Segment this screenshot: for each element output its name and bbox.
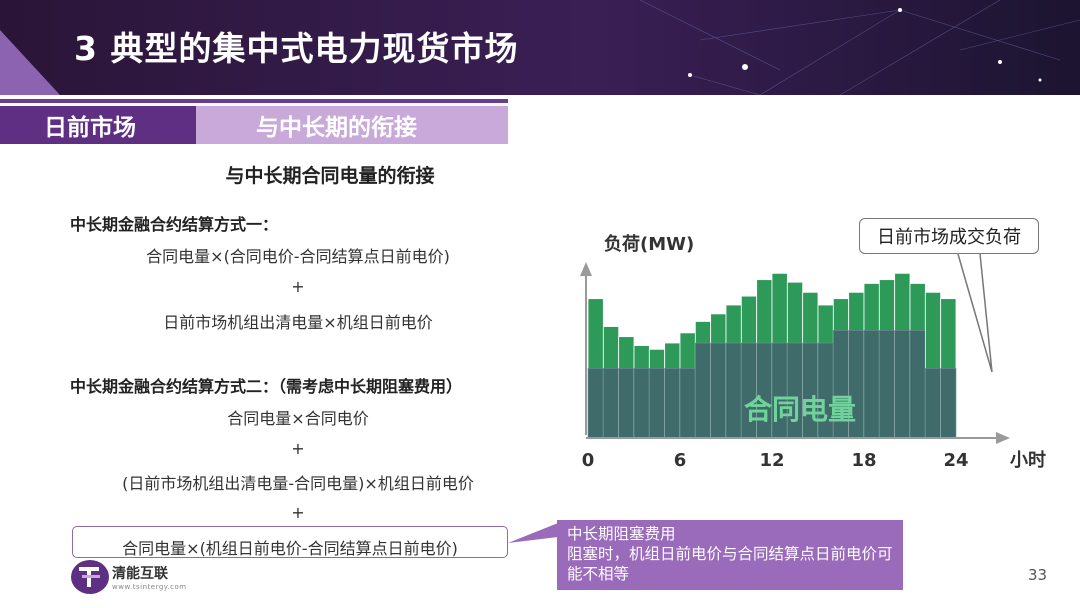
x-tick-labels: 0 6 12 18 24 [582,450,969,471]
method-two-plus2: + [291,503,305,522]
contract-bar [710,342,727,439]
method-one-heading: 中长期金融合约结算方式一： [70,215,279,234]
y-axis-label: 负荷(MW) [604,233,694,255]
method-two-line3: 合同电量×(机组日前电价-合同结算点日前电价) [122,539,458,558]
method-one-line2: 日前市场机组出清电量×机组日前电价 [163,313,433,332]
contract-bar [725,342,742,439]
contract-bar [649,368,665,439]
company-logo [71,560,109,594]
method-one-line1: 合同电量×(合同电价-合同结算点日前电价) [146,247,450,266]
tab-divider [0,99,508,103]
contract-bar [679,368,696,439]
congestion-callout: 中长期阻塞费用 阻塞时，机组日前电价与合同结算点日前电价可能不相等 [557,520,903,590]
method-one-plus: + [291,277,305,296]
highlight-formula-box [72,526,508,558]
method-two-plus1: + [291,439,305,458]
tab-long-term-link[interactable]: 与中长期的衔接 [196,106,508,144]
contract-bar [603,368,619,439]
contract-area-label: 合同电量 [744,393,856,426]
method-two-line1: 合同电量×合同电价 [227,409,369,428]
header-background [0,0,1080,95]
tab-day-ahead-market[interactable]: 日前市场 [0,106,196,144]
callout-body: 阻塞时，机组日前电价与合同结算点日前电价可能不相等 [567,545,893,583]
contract-bar [618,368,635,439]
section-subtitle: 与中长期合同电量的衔接 [225,165,435,187]
header-banner: 3 典型的集中式电力现货市场 [0,0,1080,95]
tab-strip: 日前市场 与中长期的衔接 [0,106,508,144]
company-name: 清能互联 [112,566,168,582]
callout-pointer [508,523,558,543]
chart-legend-box: 日前市场成交负荷 [859,218,1039,254]
contract-bar [695,342,711,439]
callout-title: 中长期阻塞费用 [567,525,676,543]
page-number: 33 [1028,566,1048,584]
load-chart-svg: 负荷(MW) 小时 0 6 12 18 24 合同电量 [580,233,1046,471]
x-tick-label: 12 [759,450,784,471]
contract-bar [925,368,941,439]
contract-bar [909,330,926,439]
load-chart: 负荷(MW) 小时 0 6 12 18 24 合同电量 [560,210,1080,500]
x-axis-arrow [996,432,1010,444]
x-tick-label: 18 [851,450,876,471]
method-two-line2: (日前市场机组出清电量-合同电量)×机组日前电价 [122,474,474,493]
x-tick-label: 0 [582,450,595,471]
contract-bar [863,330,880,439]
page-title: 3 典型的集中式电力现货市场 [74,29,519,68]
contract-bar [664,368,681,439]
x-axis-label: 小时 [1010,450,1046,471]
y-axis-arrow [580,262,592,276]
contract-bar [894,330,911,439]
contract-bar [940,368,957,439]
contract-bar [879,330,895,439]
x-tick-label: 24 [943,450,968,471]
company-url: www.tsintergy.com [112,583,187,591]
x-tick-label: 6 [674,450,687,471]
contract-bar [633,368,650,439]
axes-group [580,262,1010,444]
legend-pointer [957,233,993,373]
method-two-heading: 中长期金融合约结算方式二：（需考虑中长期阻塞费用） [70,377,463,396]
contract-bar [587,368,604,439]
